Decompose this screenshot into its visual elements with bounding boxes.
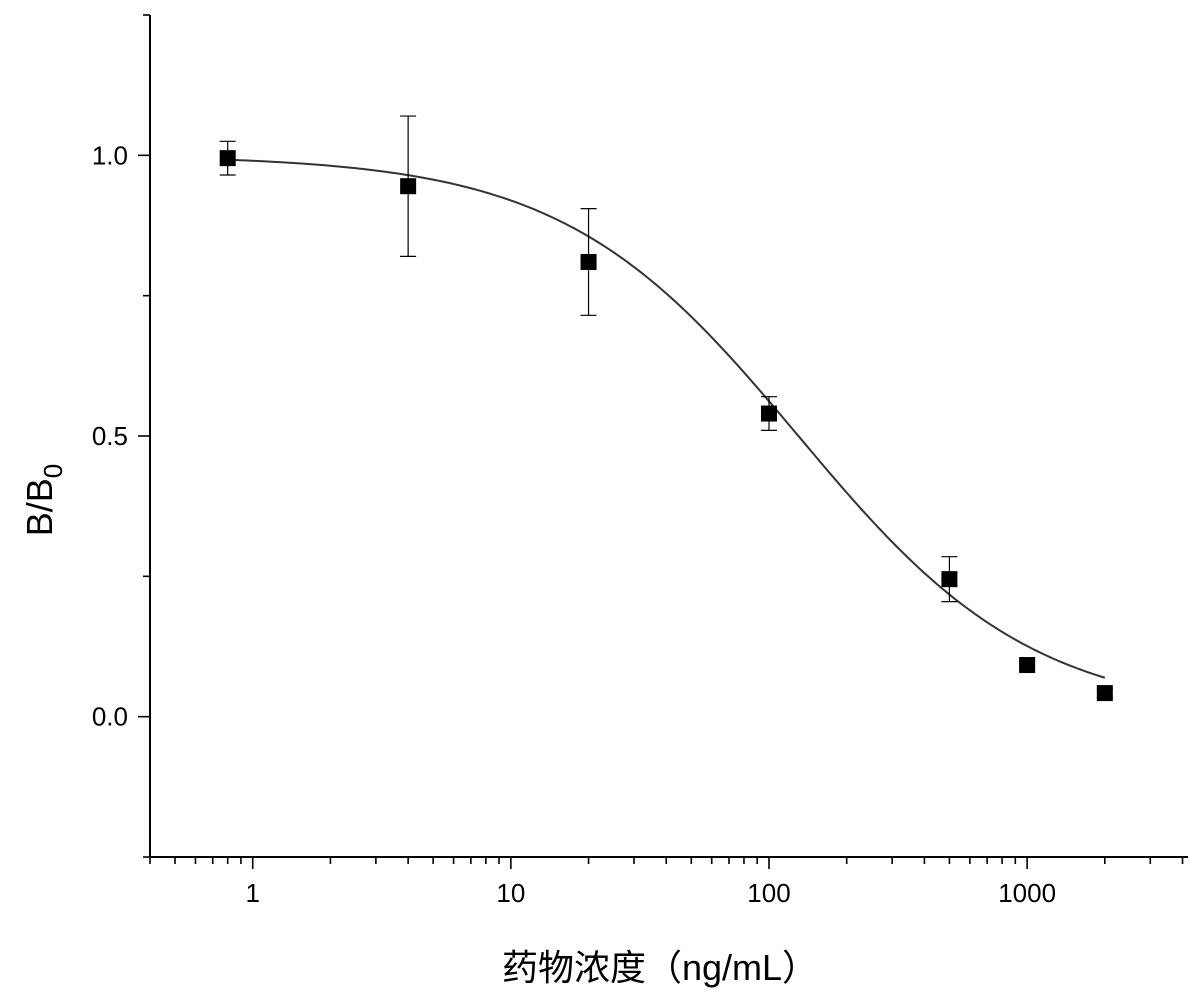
data-point-group [219,140,236,176]
data-point-group [580,208,597,316]
x-ticks: 1 10 100 1000 [149,857,1184,908]
data-point-group [1019,657,1036,674]
y-tick-label: 1.0 [92,140,128,170]
data-point [400,178,417,195]
data-point [219,150,236,167]
data-point [1096,685,1113,702]
fit-curve [227,158,1106,679]
x-tick-label: 1 [245,878,259,908]
data-point-group [760,396,777,431]
data-point-group [400,115,417,257]
data-point [580,253,597,270]
data-point-group [941,556,958,603]
axes [149,15,1188,858]
data-point [1019,657,1036,674]
x-axis-label: 药物浓度（ng/mL） [502,947,818,988]
x-tick-label: 10 [496,878,525,908]
data-points [219,115,1113,702]
x-tick-label: 1000 [998,878,1056,908]
y-tick-label: 0.5 [92,421,128,451]
y-tick-label: 0.0 [92,702,128,732]
y-axis-label-main: B/B [19,478,60,536]
data-point [941,571,958,588]
y-ticks: 0.0 0.5 1.0 [92,14,150,858]
y-axis-label-subscript: 0 [38,464,68,478]
data-point-group [1096,685,1113,702]
x-tick-label: 100 [747,878,790,908]
data-point [760,405,777,422]
y-axis-label: B/B0 [19,464,68,537]
